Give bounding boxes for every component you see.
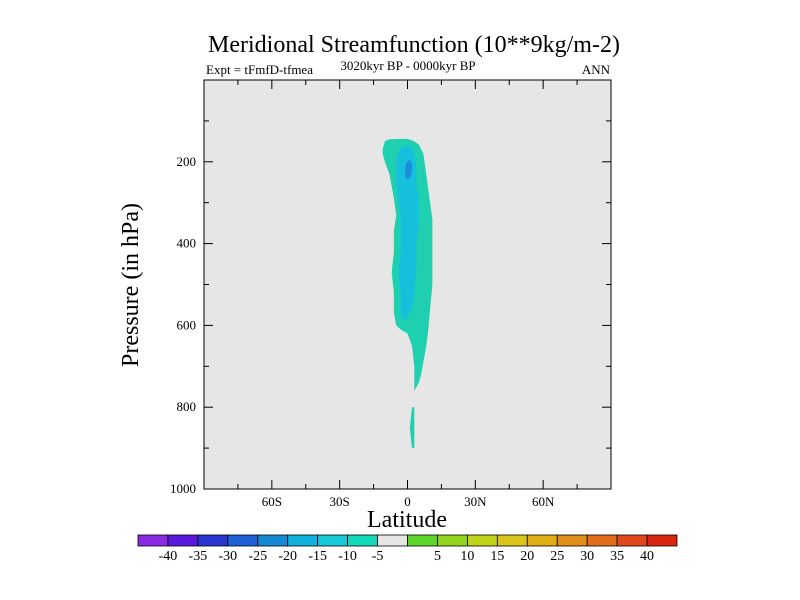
colorbar-label: -10 <box>338 549 357 564</box>
colorbar <box>137 534 678 547</box>
colorbar-labels: -40 -35 -30 -25 -20 -15 -10 -5 5 10 15 20 25 30 35 40 <box>159 549 654 564</box>
x-tick-label: 0 <box>404 494 411 509</box>
colorbar-label: -15 <box>308 549 327 564</box>
colorbar-label: -35 <box>189 549 208 564</box>
colorbar-label: 20 <box>520 549 534 564</box>
colorbar-swatch <box>197 534 229 547</box>
x-tick-label: 30N <box>464 494 487 509</box>
y-tick-label: 400 <box>177 236 197 251</box>
colorbar-label: -5 <box>372 549 384 564</box>
x-tick-label: 30S <box>330 494 350 509</box>
contour-region-2 <box>396 145 419 322</box>
colorbar-label: 25 <box>550 549 564 564</box>
colorbar-label: -20 <box>278 549 297 564</box>
colorbar-swatch <box>407 534 438 547</box>
season-label: ANN <box>582 62 611 77</box>
colorbar-swatch <box>646 534 678 547</box>
colorbar-swatch <box>437 534 468 547</box>
colorbar-label: -30 <box>218 549 237 564</box>
colorbar-label: 10 <box>460 549 474 564</box>
colorbar-label: -25 <box>248 549 267 564</box>
colorbar-swatch <box>556 534 588 547</box>
colorbar-label: -40 <box>159 549 178 564</box>
contour-region-3 <box>405 159 412 180</box>
x-axis-ticks: 60S 30S 0 30N 60N <box>237 80 578 509</box>
y-tick-label: 200 <box>177 154 197 169</box>
colorbar-label: 15 <box>490 549 504 564</box>
chart-subtitle: 3020kyr BP - 0000kyr BP <box>340 58 475 73</box>
x-axis-label: Latitude <box>367 507 447 533</box>
x-tick-label: 60S <box>262 494 282 509</box>
experiment-label: Expt = tFmfD-tfmea <box>206 62 313 77</box>
colorbar-label: 40 <box>640 549 654 564</box>
colorbar-label: 35 <box>610 549 624 564</box>
y-tick-label: 800 <box>177 399 197 414</box>
chart-title: Meridional Streamfunction (10**9kg/m-2) <box>208 32 620 58</box>
colorbar-label: 5 <box>434 549 441 564</box>
colorbar-swatch <box>466 534 498 547</box>
colorbar-swatch <box>347 534 378 547</box>
contour-region-1 <box>409 407 415 449</box>
colorbar-swatch <box>317 534 349 547</box>
colorbar-swatch <box>496 534 528 547</box>
y-tick-label: 600 <box>177 317 197 332</box>
colorbar-swatch <box>227 534 259 547</box>
colorbar-swatch <box>586 534 618 547</box>
colorbar-swatch <box>287 534 319 547</box>
colorbar-label: 30 <box>580 549 594 564</box>
colorbar-swatch <box>526 534 558 547</box>
colorbar-swatch <box>137 534 169 547</box>
colorbar-swatch <box>257 534 289 547</box>
y-tick-label: 1000 <box>170 481 196 496</box>
x-tick-label: 60N <box>532 494 555 509</box>
y-axis-ticks: 200 400 600 800 1000 <box>170 120 611 496</box>
colorbar-swatch <box>616 534 648 547</box>
y-axis-label: Pressure (in hPa) <box>118 203 144 367</box>
contour-regions <box>382 138 433 449</box>
colorbar-swatch <box>167 534 199 547</box>
colorbar-swatch <box>377 534 408 547</box>
